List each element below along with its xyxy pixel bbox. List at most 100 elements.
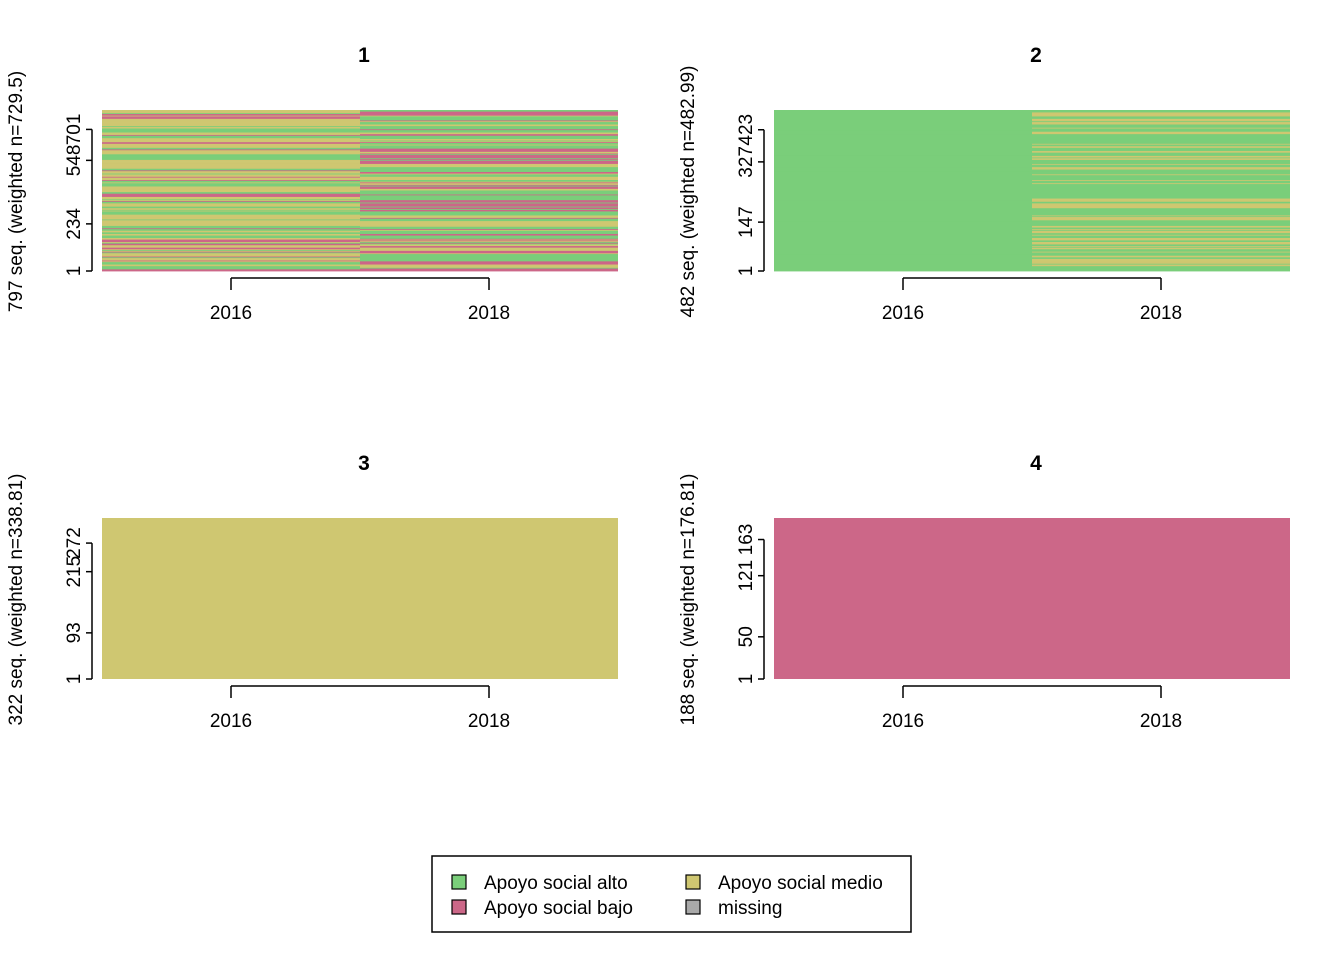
sequence-stripe	[774, 180, 1032, 183]
sequence-stripe	[360, 204, 618, 207]
sequence-stripe	[774, 248, 1032, 250]
sequence-stripe	[360, 122, 618, 124]
sequence-stripe	[774, 147, 1032, 150]
sequence-stripe	[1032, 166, 1290, 168]
sequence-stripe	[102, 199, 360, 201]
sequence-stripe	[1032, 121, 1290, 123]
panel-title: 3	[358, 452, 370, 475]
sequence-stripe	[1032, 118, 1290, 120]
sequence-stripe	[1032, 226, 1290, 228]
sequence-stripe	[360, 118, 618, 121]
sequence-stripe	[102, 178, 360, 180]
sequence-stripe	[360, 117, 618, 119]
sequence-stripe	[1032, 124, 1290, 126]
sequence-stripe	[360, 231, 618, 233]
sequence-stripe	[1032, 161, 1290, 163]
sequence-stripe	[1032, 148, 1290, 150]
sequence-stripe	[102, 110, 360, 112]
sequence-stripe	[774, 221, 1032, 224]
sequence-stripe	[102, 130, 360, 132]
sequence-stripe	[1032, 172, 1290, 174]
sequence-stripe	[102, 221, 360, 223]
sequence-stripe	[360, 246, 618, 248]
sequence-stripe	[102, 208, 360, 210]
sequence-stripe	[774, 112, 1032, 114]
sequence-stripe	[102, 211, 360, 213]
sequence-stripe	[360, 179, 618, 181]
sequence-stripe	[102, 167, 360, 169]
sequence-stripe	[102, 209, 360, 212]
sequence-stripe	[774, 128, 1032, 130]
sequence-stripe	[774, 264, 1032, 266]
sequence-stripe	[102, 200, 360, 202]
sequence-stripe	[360, 229, 618, 231]
sequence-stripe	[102, 136, 360, 138]
sequence-stripe	[360, 169, 618, 171]
sequence-stripe	[1032, 199, 1290, 201]
sequence-stripe	[774, 111, 1032, 113]
sequence-stripe	[102, 228, 360, 230]
sequence-stripe	[1032, 160, 1290, 162]
sequence-stripe	[774, 159, 1032, 162]
sequence-stripe	[360, 233, 618, 236]
sequence-stripe	[1032, 188, 1290, 191]
sequence-stripe	[774, 123, 1032, 125]
sequence-block	[102, 518, 618, 679]
sequence-stripe	[102, 138, 360, 141]
panel-title: 4	[1030, 452, 1042, 475]
sequence-stripe	[360, 174, 618, 176]
sequence-stripe	[360, 266, 618, 268]
sequence-stripe	[360, 259, 618, 261]
sequence-stripe	[774, 114, 1032, 117]
sequence-stripe	[1032, 221, 1290, 224]
sequence-stripe	[102, 270, 360, 272]
sequence-stripe	[102, 206, 360, 208]
sequence-stripe	[774, 118, 1032, 121]
sequence-stripe	[360, 205, 618, 208]
sequence-stripe	[102, 179, 360, 181]
sequence-stripe	[360, 196, 618, 198]
sequence-stripe	[360, 211, 618, 213]
sequence-stripe	[774, 206, 1032, 208]
sequence-stripe	[774, 225, 1032, 228]
sequence-stripe	[360, 190, 618, 192]
sequence-stripe	[360, 262, 618, 264]
sequence-stripe	[360, 235, 618, 237]
sequence-stripe	[360, 142, 618, 144]
sequence-stripe	[360, 250, 618, 252]
sequence-stripe	[1032, 268, 1290, 270]
sequence-stripe	[774, 159, 1032, 161]
sequence-stripe	[774, 185, 1032, 187]
sequence-stripe	[1032, 247, 1290, 249]
sequence-stripe	[102, 127, 360, 129]
sequence-stripe	[774, 254, 1032, 257]
sequence-stripe	[774, 203, 1032, 205]
sequence-stripe	[360, 225, 618, 227]
x-tick-label: 2018	[468, 711, 510, 732]
sequence-stripe	[774, 156, 1032, 158]
sequence-stripe	[774, 162, 1032, 164]
sequence-stripe	[774, 269, 1032, 271]
sequence-stripe	[102, 134, 360, 136]
sequence-stripe	[1032, 141, 1290, 143]
sequence-stripe	[360, 258, 618, 260]
sequence-stripe	[774, 250, 1032, 253]
sequence-stripe	[774, 250, 1032, 252]
y-tick-label: 1	[736, 674, 757, 685]
sequence-stripe	[774, 172, 1032, 174]
sequence-stripe	[360, 201, 618, 203]
sequence-stripe	[102, 262, 360, 264]
sequence-stripe	[1032, 145, 1290, 147]
sequence-stripe	[102, 143, 360, 145]
sequence-stripe	[102, 242, 360, 245]
sequence-stripe	[360, 185, 618, 187]
sequence-stripe	[102, 248, 360, 250]
y-tick-label: 1	[64, 266, 85, 277]
sequence-stripe	[360, 243, 618, 245]
sequence-stripe	[360, 230, 618, 232]
sequence-stripe	[1032, 250, 1290, 252]
sequence-stripe	[360, 263, 618, 265]
sequence-stripe	[1032, 217, 1290, 219]
sequence-stripe	[774, 154, 1032, 156]
